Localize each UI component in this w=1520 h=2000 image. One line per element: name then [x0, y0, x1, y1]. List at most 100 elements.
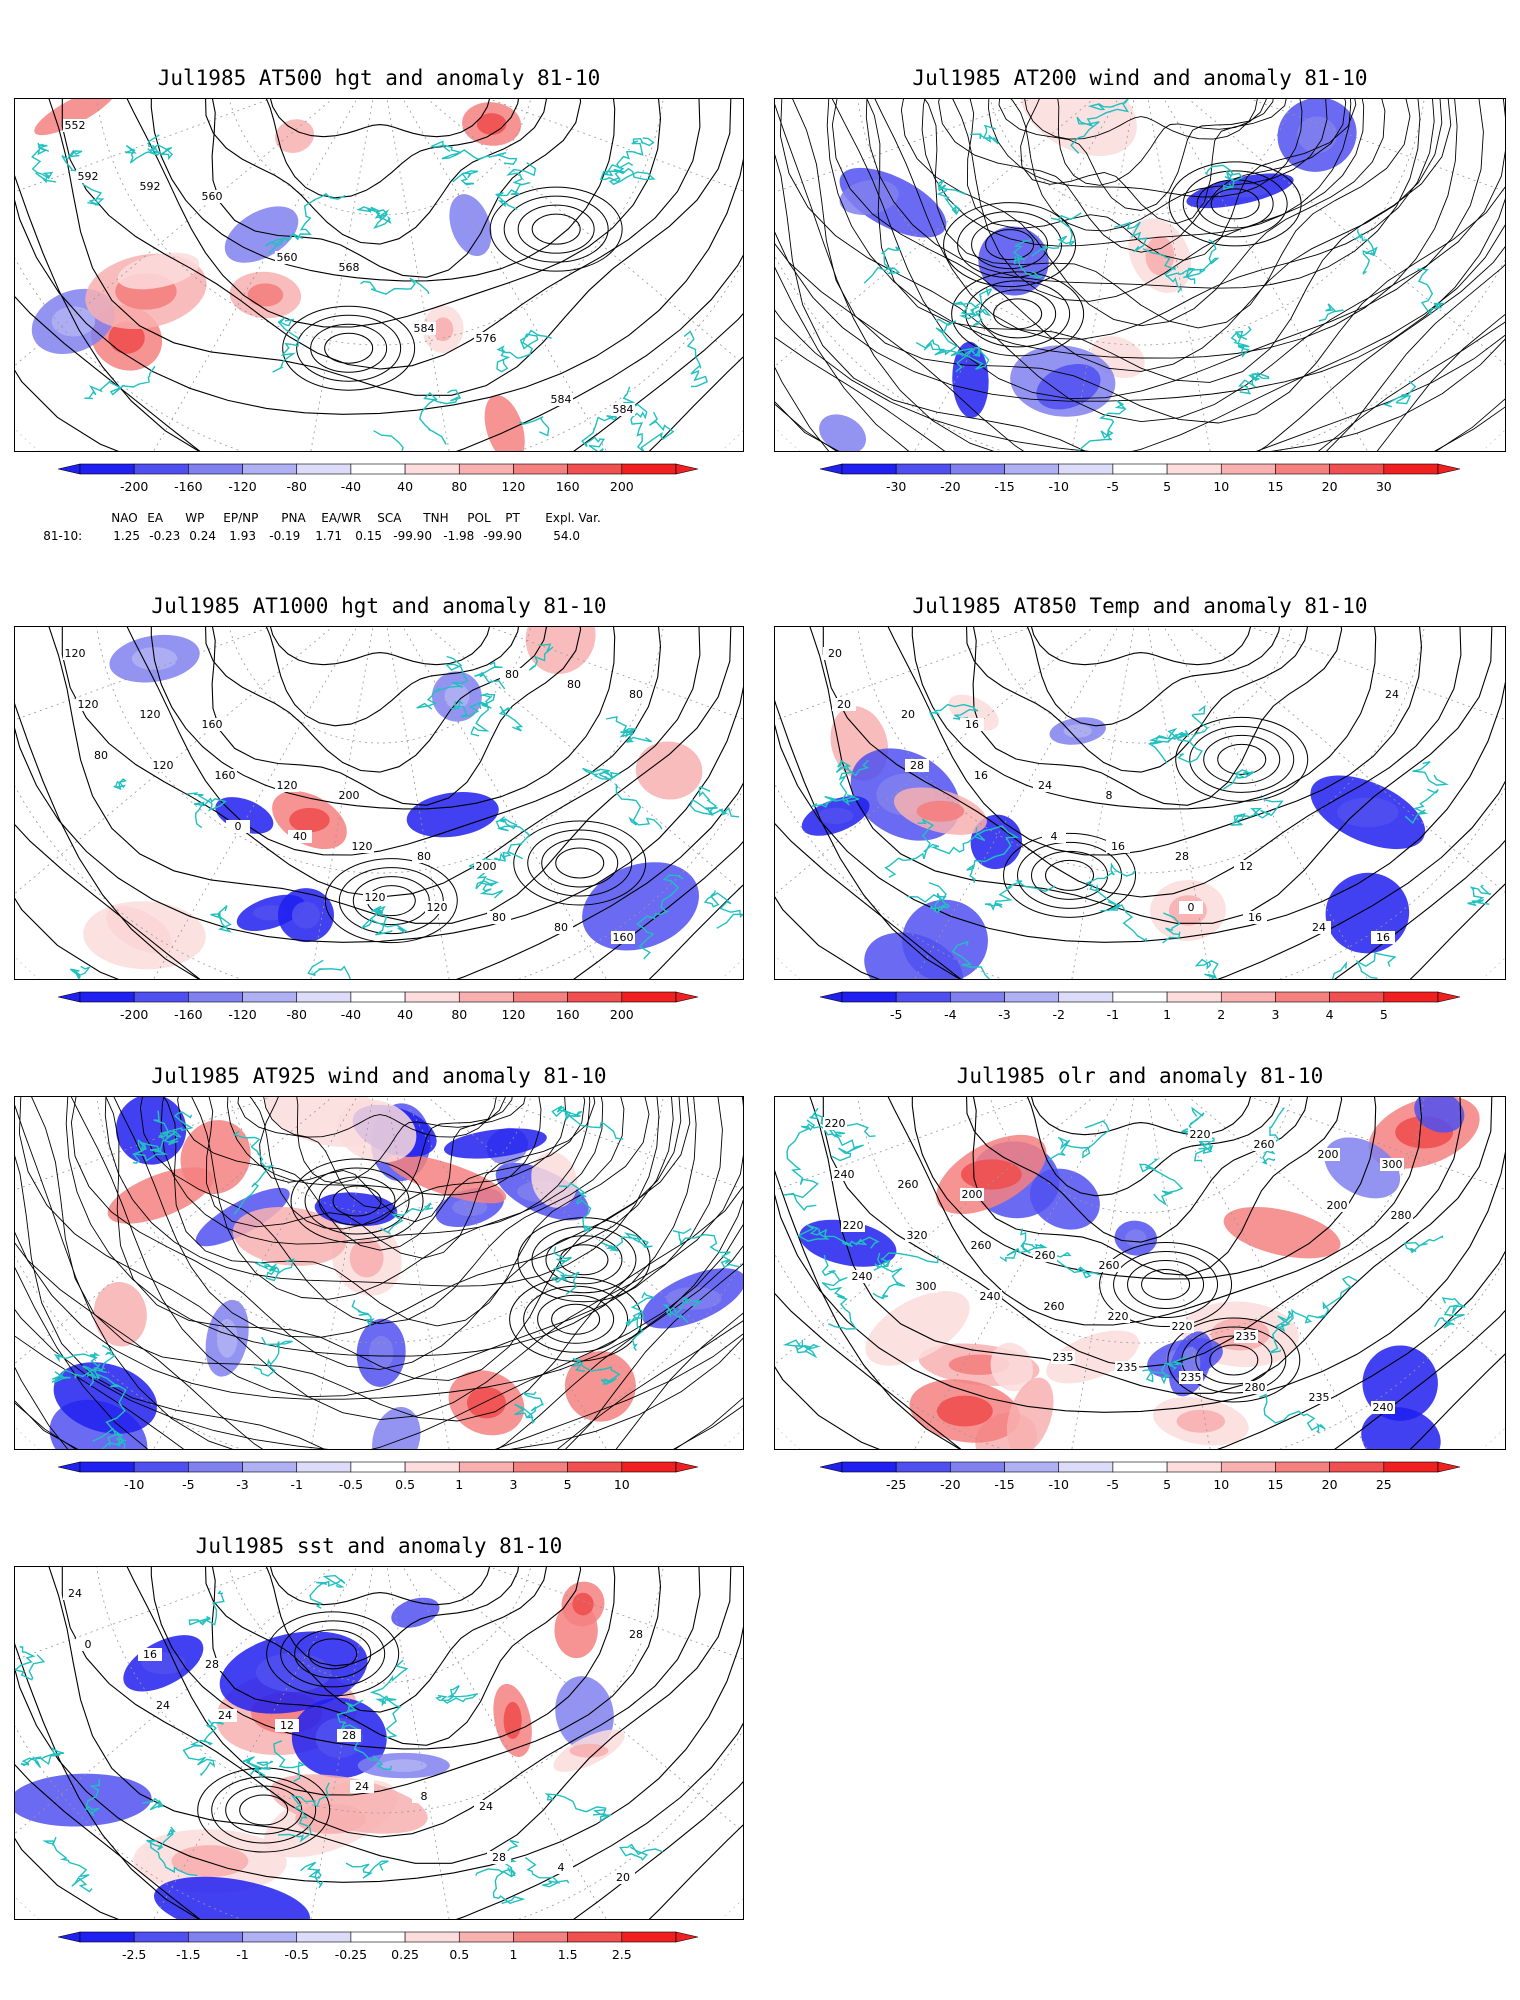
colorbar-segment	[133, 1461, 189, 1473]
contour-label: 220	[1108, 1310, 1129, 1323]
colorbar-segment	[79, 1461, 135, 1473]
contour-label: 120	[153, 759, 174, 772]
coastline	[572, 1357, 621, 1386]
contour-label-bg	[896, 708, 920, 721]
contour-label-bg	[1179, 1371, 1203, 1384]
closed-contour	[1113, 1251, 1219, 1319]
colorbar-tick-label: -1	[236, 1947, 248, 1962]
colorbar-segment	[1058, 1461, 1114, 1473]
colorbar-tick-label: 20	[1322, 479, 1338, 494]
contour-label: 28	[342, 1729, 356, 1742]
colorbar-segment	[458, 463, 514, 475]
colorbar-segment	[1275, 1461, 1330, 1473]
colorbar-segment	[621, 1461, 677, 1473]
colorbar-tick-label: 30	[1376, 479, 1392, 494]
coastline	[1194, 958, 1219, 979]
anomaly-shading	[865, 1291, 970, 1366]
contour-label: 300	[916, 1280, 937, 1293]
idx-v-0: 1.25	[113, 529, 140, 543]
indices-header: NAO EA WP EP/NP PNA EA/WR SCA TNH POL PT Expl. Var…	[96, 497, 615, 539]
contour-label: 592	[78, 170, 99, 183]
panel-sst: Jul1985 sst and anomaly 81-10 24 28 28 24 20…	[14, 1528, 744, 1968]
colorbar-tick-label: 15	[1268, 479, 1284, 494]
colorbar-segment	[1112, 1461, 1168, 1473]
contour-label: 280	[1245, 1381, 1266, 1394]
contour-label-bg	[63, 1587, 87, 1600]
colorbar-segment	[404, 991, 460, 1003]
contour-label-bg	[914, 1280, 938, 1293]
colorbar-tick-label: -3	[998, 1007, 1010, 1022]
contour-label-bg	[1042, 830, 1066, 843]
contour-label-bg	[1097, 789, 1121, 802]
panel-wind925: Jul1985 AT925 wind and anomaly 81-10 -10…	[14, 1058, 744, 1498]
closed-contour	[1003, 832, 1137, 918]
coastline	[1048, 1120, 1110, 1161]
contour-label: 0	[235, 820, 242, 833]
idx-v-2: 0.24	[189, 529, 216, 543]
anomaly-shading	[34, 99, 116, 136]
map-wind200	[774, 98, 1506, 452]
colorbar-tick-label: 0.5	[395, 1477, 415, 1492]
coastline	[188, 1590, 225, 1626]
colorbar-tick-label: -0.5	[339, 1477, 363, 1492]
streamline	[931, 99, 1365, 302]
colorbar-tick-label: 40	[397, 479, 413, 494]
contour-line	[245, 1567, 521, 1667]
closed-contour	[1182, 170, 1288, 238]
anomaly-shading-core	[569, 1743, 609, 1758]
streamline	[1027, 99, 1267, 186]
panel-title: Jul1985 olr and anomaly 81-10	[956, 1064, 1324, 1088]
coastline	[345, 1860, 389, 1879]
coastline	[551, 1105, 624, 1140]
contour-label: 220	[843, 1219, 864, 1232]
meridian-line	[15, 627, 381, 766]
colorbar-segment	[350, 1461, 406, 1473]
colorbar-segment	[350, 991, 406, 1003]
closed-contour	[318, 1176, 396, 1226]
contour-label-bg	[288, 830, 312, 843]
colorbar-tick-label: -160	[174, 479, 202, 494]
colorbar-tick-label: -5	[182, 1477, 194, 1492]
meridian-line	[15, 99, 381, 394]
contour-label-bg	[1179, 901, 1203, 914]
closed-contour	[1196, 179, 1274, 229]
colorbar-arrow-right	[675, 1931, 699, 1943]
contour-label-bg	[487, 911, 511, 924]
colorbar-segment	[1329, 463, 1385, 475]
closed-contour	[338, 867, 444, 935]
contour-label-bg	[412, 322, 436, 335]
coastline	[884, 818, 935, 878]
meridian-line	[15, 627, 381, 922]
colorbar-tick-label: 200	[610, 479, 634, 494]
colorbar-segment	[242, 1461, 298, 1473]
coastline	[1318, 303, 1345, 322]
closed-contour	[513, 820, 647, 906]
closed-contour	[523, 1285, 629, 1353]
coastline	[31, 142, 57, 184]
colorbar-arrow-left	[819, 463, 843, 475]
contour-label-bg	[200, 1658, 224, 1671]
colorbar-segment	[1004, 991, 1060, 1003]
meridian-line	[1140, 627, 1505, 922]
contour-label: 200	[476, 860, 497, 873]
contour-line	[1006, 627, 1282, 727]
contour-label: 120	[78, 698, 99, 711]
map-svg: 20 16 8 12 16 20 24 28 24 20 16 16 16 24 28 4 0	[775, 627, 1505, 979]
contour-label: 200	[1327, 1199, 1348, 1212]
map-svg: 220 200 260 235 240 260 260 220 235 240 260 220 280 3…	[775, 1097, 1505, 1449]
colorbar-tick-label: 5	[1163, 1477, 1171, 1492]
panel-title: Jul1985 AT500 hgt and anomaly 81-10	[157, 66, 601, 90]
contour-label: 16	[1376, 931, 1390, 944]
coastline	[923, 827, 986, 855]
streamline	[15, 1097, 743, 1449]
streamline	[213, 1097, 567, 1230]
map-layer	[775, 99, 1505, 451]
anomaly-shading	[372, 1407, 421, 1449]
anomaly-shading	[275, 119, 315, 153]
closed-contour	[332, 1185, 382, 1217]
coastline	[1417, 268, 1445, 316]
anomaly-shading-core	[916, 800, 965, 822]
streamline	[85, 1097, 691, 1381]
anomaly-shading	[990, 1342, 1033, 1392]
closed-contour	[239, 1794, 289, 1826]
